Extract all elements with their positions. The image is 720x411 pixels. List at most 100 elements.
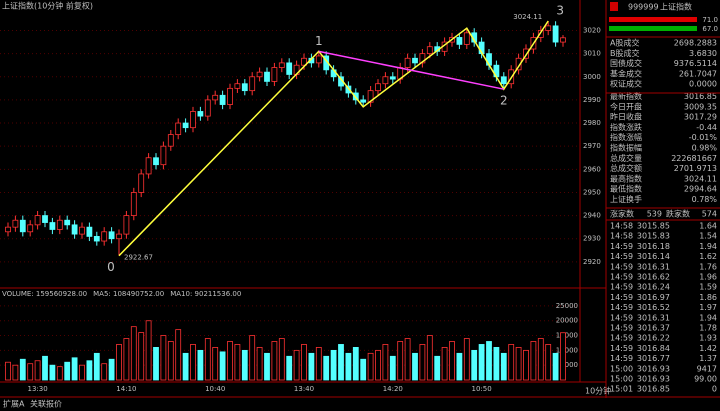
tick-time: 14:59 bbox=[610, 354, 633, 363]
volume-legend: VOLUME: 159560928.00 bbox=[2, 290, 87, 298]
volume-bar bbox=[27, 363, 34, 381]
volume-bar bbox=[545, 344, 552, 381]
x-tick-label: 10:40 bbox=[205, 385, 225, 393]
candle-body bbox=[412, 57, 418, 64]
tick-volume: 0 bbox=[712, 385, 717, 394]
candle-body bbox=[64, 219, 71, 226]
tick-time: 14:59 bbox=[610, 252, 633, 261]
candle-body bbox=[545, 25, 552, 31]
candle-body bbox=[182, 122, 189, 129]
stat-label: 最低指数 bbox=[610, 184, 642, 194]
candle-body bbox=[145, 157, 152, 175]
y-tick-label: 2950 bbox=[583, 188, 601, 196]
volume-bar bbox=[397, 341, 404, 381]
tick-volume: 1.59 bbox=[699, 283, 717, 292]
stock-code: 999999 bbox=[628, 3, 659, 12]
tick-volume: 9417 bbox=[697, 364, 717, 373]
volume-bar bbox=[330, 349, 337, 381]
chart-title: 上证指数(10分钟 前复权) bbox=[2, 1, 93, 11]
volume-bar bbox=[456, 352, 463, 381]
volume-bar bbox=[352, 347, 359, 381]
volume-bar bbox=[123, 338, 130, 381]
x-tick-label: 14:10 bbox=[116, 385, 136, 393]
volume-bar bbox=[197, 349, 204, 381]
volume-bar bbox=[486, 341, 492, 381]
volume-bar bbox=[530, 341, 537, 381]
volume-bar bbox=[204, 338, 211, 381]
y-tick-label: 2960 bbox=[583, 165, 601, 173]
volume-bar bbox=[138, 332, 145, 381]
candle-body bbox=[404, 57, 411, 68]
candle-body bbox=[93, 236, 100, 242]
volume-bar bbox=[463, 338, 470, 381]
candle-body bbox=[456, 37, 463, 45]
volume-bar bbox=[523, 349, 529, 381]
volume-legend: MA5: 108490752.00 bbox=[93, 290, 164, 298]
wave-label: 2 bbox=[500, 94, 508, 108]
volume-legend: MA10: 90211536.00 bbox=[170, 290, 241, 298]
volume-bar bbox=[412, 352, 418, 381]
stat-value: 222681667 bbox=[671, 154, 717, 163]
tick-price: 3016.52 bbox=[637, 303, 670, 312]
candle-body bbox=[138, 173, 145, 193]
y-tick-label: 3010 bbox=[583, 50, 601, 58]
tick-price: 3016.31 bbox=[637, 262, 670, 271]
volume-bar bbox=[434, 355, 441, 381]
stat-label: 指数涨幅 bbox=[610, 132, 642, 142]
candle-body bbox=[278, 62, 285, 68]
volume-bar bbox=[345, 352, 352, 381]
tick-time: 14:59 bbox=[610, 313, 633, 322]
stat-label: 指数涨跌 bbox=[610, 122, 642, 132]
high-price-label: 3024.11 bbox=[513, 13, 542, 21]
candle-body bbox=[167, 134, 174, 147]
volume-bar bbox=[560, 332, 566, 381]
stat-value: 0.98% bbox=[692, 144, 718, 153]
volume-tick-label: 10000 bbox=[556, 346, 578, 354]
period-label: 10分钟 bbox=[585, 386, 611, 396]
volume-bar bbox=[471, 349, 478, 381]
tick-time: 15:01 bbox=[610, 385, 633, 394]
channel-line bbox=[318, 50, 504, 90]
stat-label: 国债成交 bbox=[610, 58, 642, 68]
volume-bar bbox=[19, 358, 26, 381]
volume-bar bbox=[93, 352, 100, 381]
candle-body bbox=[204, 99, 211, 117]
volume-bar bbox=[441, 347, 448, 381]
volume-bar bbox=[375, 349, 381, 381]
volume-bar bbox=[153, 347, 159, 381]
candle-body bbox=[234, 83, 241, 89]
stat-label: B股成交 bbox=[610, 48, 640, 58]
volume-bar bbox=[493, 347, 500, 381]
tick-time: 14:59 bbox=[610, 283, 633, 292]
stat-value: 3.6830 bbox=[689, 49, 717, 58]
tick-volume: 1.93 bbox=[699, 334, 717, 343]
tick-volume: 99.00 bbox=[694, 375, 717, 384]
candle-body bbox=[249, 76, 256, 92]
volume-bar bbox=[404, 338, 411, 381]
volume-bar bbox=[71, 357, 78, 381]
volume-bar bbox=[308, 352, 315, 381]
volume-bar bbox=[338, 344, 344, 381]
candle-body bbox=[160, 145, 167, 166]
y-tick-label: 2930 bbox=[583, 235, 601, 243]
stat-label: 总成交量 bbox=[610, 153, 642, 163]
x-tick-label: 14:20 bbox=[383, 385, 403, 393]
footer-tab[interactable]: 扩展A bbox=[3, 399, 25, 409]
tick-time: 14:59 bbox=[610, 242, 633, 251]
badge bbox=[610, 2, 618, 11]
tick-volume: 1.54 bbox=[699, 232, 717, 241]
tick-price: 3016.93 bbox=[637, 375, 670, 384]
candle-body bbox=[71, 224, 78, 235]
tick-price: 3016.77 bbox=[637, 354, 670, 363]
candle-body bbox=[360, 99, 367, 103]
footer-tab[interactable]: 关联报价 bbox=[30, 399, 62, 409]
volume-bar bbox=[264, 352, 270, 381]
volume-bar bbox=[108, 358, 115, 381]
tick-volume: 1.94 bbox=[699, 242, 717, 251]
candle-body bbox=[153, 157, 159, 166]
tick-price: 3016.24 bbox=[637, 283, 670, 292]
stock-name: 上证指数 bbox=[660, 2, 692, 12]
tick-time: 14:58 bbox=[610, 232, 633, 241]
volume-tick-label: 20000 bbox=[556, 317, 578, 325]
